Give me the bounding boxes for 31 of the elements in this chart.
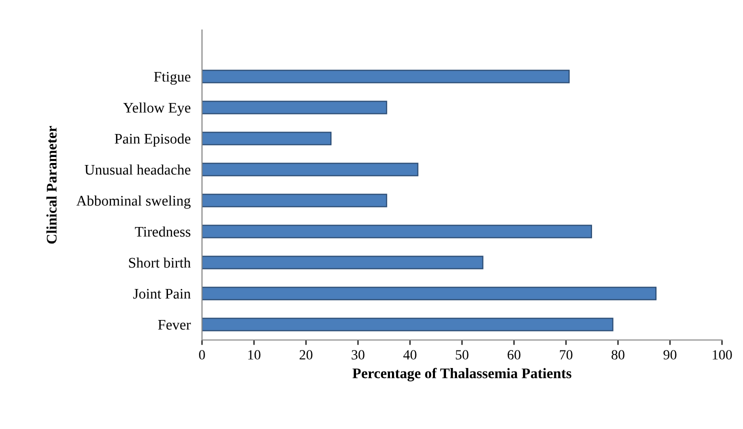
x-tick-label: 90 — [664, 350, 676, 360]
bar — [202, 70, 570, 84]
y-tick-label: Short birth — [129, 257, 191, 268]
bar — [202, 318, 614, 332]
bar — [202, 162, 418, 176]
bar — [202, 286, 657, 300]
x-axis-title: Percentage of Thalassemia Patients — [352, 368, 572, 382]
y-tick-label: Pain Episode — [114, 133, 190, 147]
y-tick-label: Ftigue — [154, 72, 190, 85]
bar — [202, 100, 388, 114]
y-tick-label: Yellow Eye — [123, 102, 190, 116]
x-tick-label: 60 — [508, 350, 520, 360]
y-tick-label: Tiredness — [134, 226, 190, 237]
bar — [202, 194, 388, 208]
y-tick-label: Fever — [158, 320, 191, 330]
x-tick-label: 20 — [300, 350, 312, 360]
y-axis-title: Clinical Parameter — [46, 126, 57, 244]
x-tick-label: 30 — [352, 350, 364, 360]
x-tick-label: 40 — [403, 350, 416, 360]
y-tick-label: Joint Pain — [133, 288, 191, 299]
x-tick-label: 80 — [612, 350, 624, 360]
x-tick-label: 70 — [560, 350, 572, 360]
x-tick-label: 0 — [199, 350, 205, 360]
x-tick-label: 10 — [248, 350, 260, 360]
bar — [202, 132, 332, 146]
x-tick-label: 100 — [712, 350, 732, 360]
bar — [202, 256, 484, 270]
y-tick-label: Abbominal sweling — [76, 195, 191, 209]
bar — [202, 224, 592, 238]
y-tick-label: Unusual headache — [84, 164, 190, 175]
x-tick-label: 50 — [456, 350, 468, 360]
